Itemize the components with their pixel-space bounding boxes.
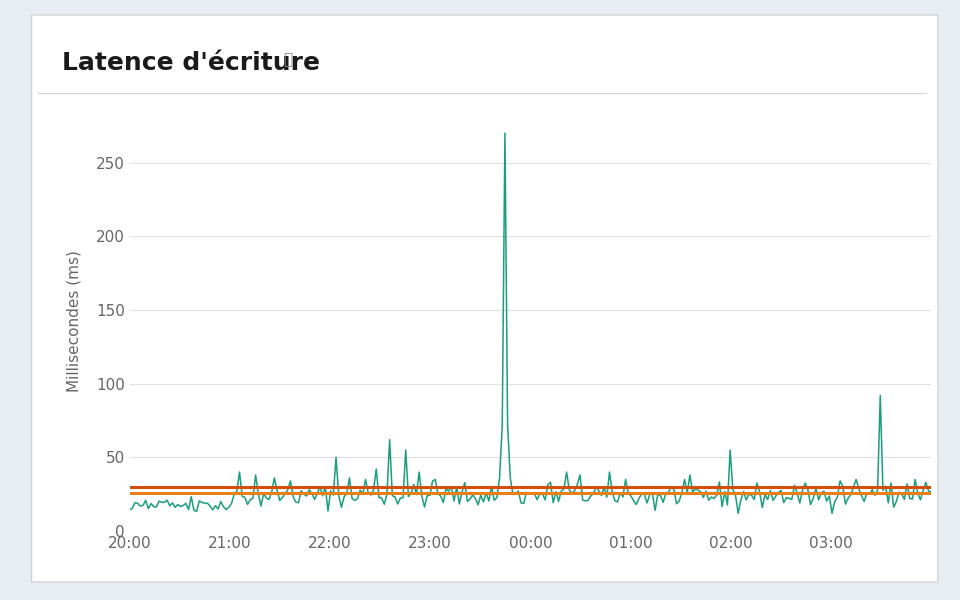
Text: ⧉: ⧉ — [283, 52, 293, 67]
Text: Latence d'écriture: Latence d'écriture — [62, 51, 321, 75]
Y-axis label: Millisecondes (ms): Millisecondes (ms) — [67, 250, 82, 392]
